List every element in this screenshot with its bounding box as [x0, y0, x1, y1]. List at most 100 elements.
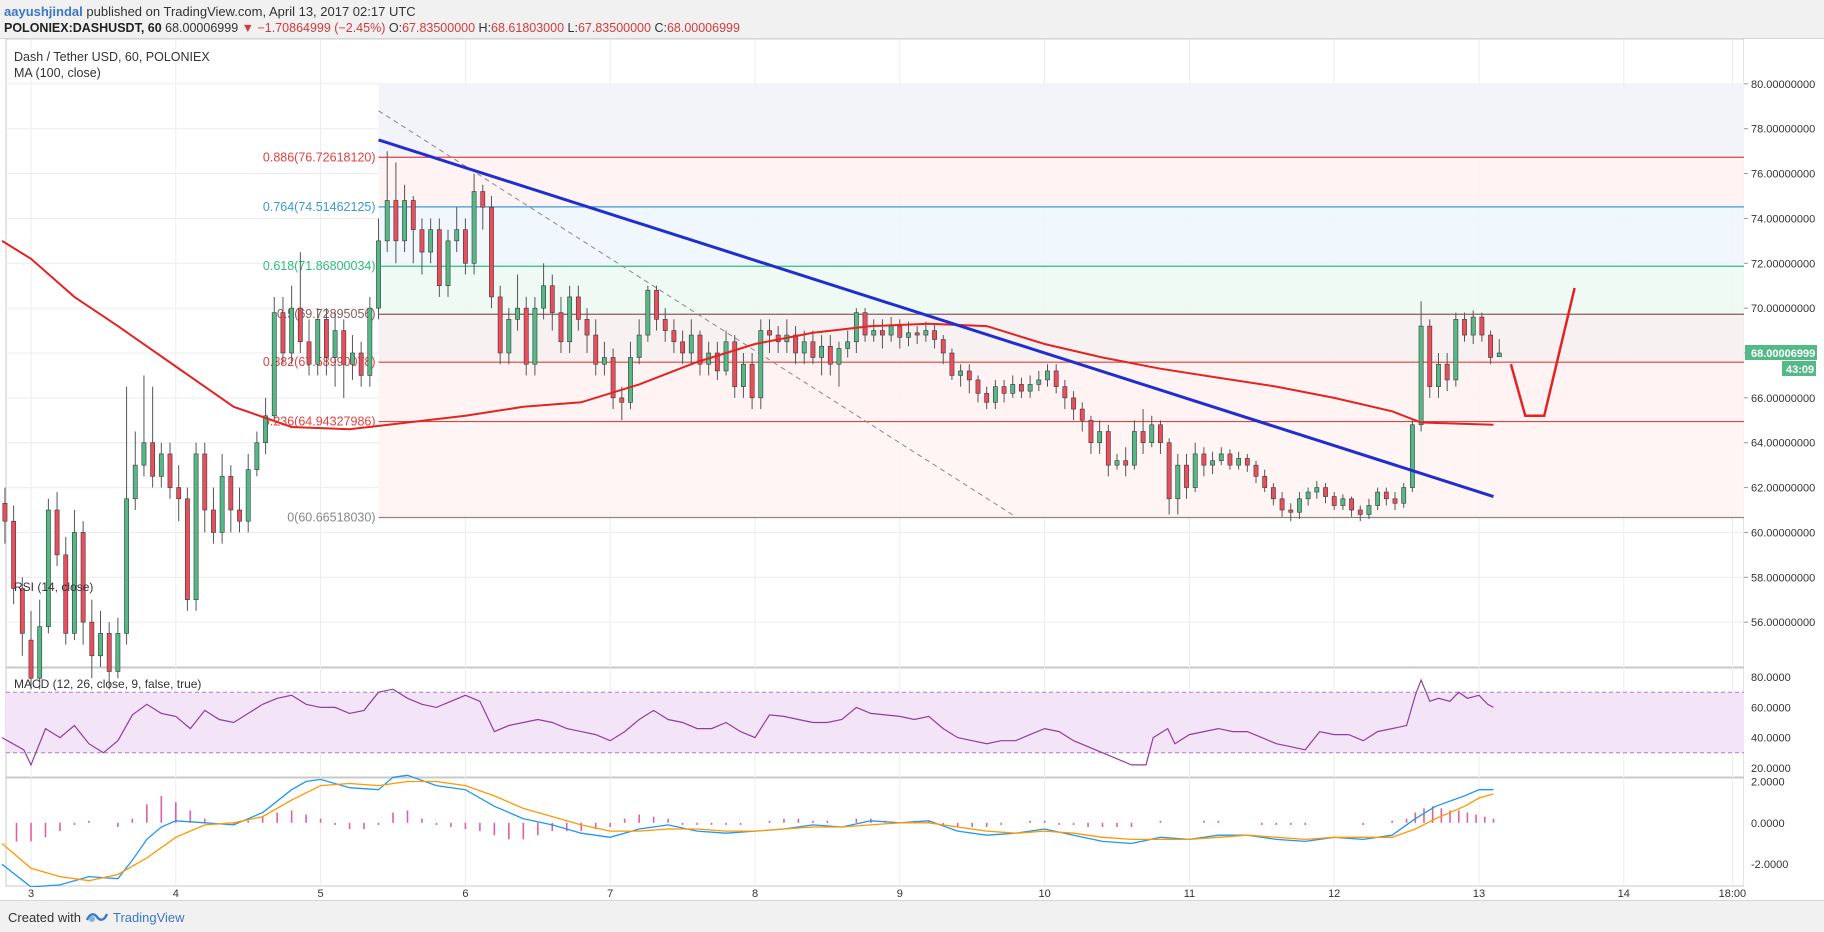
chart-canvas[interactable]: 0.886(76.72618120) 0.764(74.51462125) 0.61… — [0, 39, 1824, 899]
fib-level-label: 0.764(74.51462125) — [263, 200, 376, 214]
candle-body — [1027, 384, 1033, 392]
candle-body — [480, 191, 486, 208]
candle-body — [767, 330, 772, 336]
candle-body — [367, 307, 373, 376]
candle-body — [167, 453, 173, 488]
price-axis-area — [1744, 39, 1824, 886]
candle-body — [89, 621, 95, 657]
candle-body — [523, 307, 529, 365]
candle-body — [193, 453, 199, 601]
author-link[interactable]: aayushjindal — [4, 4, 83, 19]
ohlc-low: 67.83500000 — [577, 21, 651, 35]
candle-body — [445, 240, 451, 287]
candle-body — [1314, 487, 1320, 493]
candle-body — [506, 319, 512, 354]
candle-body — [749, 363, 755, 399]
rsi-tick-label: 20.0000 — [1751, 763, 1791, 775]
candle-body — [958, 370, 964, 376]
candle-body — [992, 386, 998, 403]
candle-body — [732, 341, 738, 387]
candle-body — [636, 334, 642, 358]
fib-level-label: 0.618(71.86800034) — [263, 259, 376, 273]
publish-header: aayushjindal published on TradingView.co… — [0, 0, 1824, 39]
candle-body — [888, 325, 894, 336]
candle-body — [454, 229, 460, 242]
fib-zone — [378, 362, 1744, 422]
ohlc-high: 68.61803000 — [491, 21, 565, 35]
time-tick-label: 18:00 — [1719, 888, 1747, 899]
candle-body — [1001, 386, 1007, 394]
candle-body — [471, 191, 477, 264]
candle-body — [271, 312, 277, 417]
candle-body — [228, 476, 234, 511]
candle-body — [141, 442, 147, 466]
time-tick-label: 10 — [1038, 888, 1050, 899]
candle-body — [37, 626, 43, 679]
candle-body — [1123, 460, 1129, 466]
time-tick-label: 14 — [1618, 888, 1630, 899]
candle-body — [932, 330, 937, 340]
candle-body — [1175, 464, 1181, 500]
candle-body — [680, 341, 685, 354]
candle-body — [150, 442, 156, 477]
candle-body — [628, 357, 633, 403]
candle-body — [1436, 363, 1441, 387]
candle-body — [880, 330, 885, 336]
time-tick-label: 9 — [897, 888, 903, 899]
candle-body — [949, 352, 955, 376]
candle-body — [558, 312, 564, 343]
countdown-badge — [1782, 360, 1816, 376]
price-tick-label: 76.00000000 — [1751, 169, 1815, 181]
candle-body — [914, 332, 920, 336]
candle-body — [845, 341, 851, 349]
candle-body — [115, 633, 121, 672]
candle-body — [1166, 442, 1172, 500]
candle-body — [549, 285, 555, 313]
candle-body — [984, 393, 990, 403]
candle-body — [1218, 453, 1224, 461]
candle-body — [72, 532, 77, 634]
candle-body — [758, 330, 764, 399]
candle-body — [1045, 370, 1050, 381]
price-tick-label: 62.00000000 — [1751, 483, 1815, 495]
candle-body — [1262, 476, 1268, 488]
candle-body — [1323, 487, 1328, 497]
countdown-label: 43:09 — [1786, 364, 1814, 376]
candle-body — [428, 229, 434, 253]
candle-body — [98, 633, 103, 657]
candle-body — [1184, 464, 1189, 488]
macd-tick-label: -2.0000 — [1751, 859, 1788, 871]
candle-body — [1088, 419, 1094, 444]
candle-body — [1079, 408, 1085, 421]
candle-body — [315, 319, 321, 365]
candle-body — [1201, 453, 1207, 466]
ohlc-high-label: H: — [478, 21, 492, 35]
candle-body — [393, 200, 399, 242]
ma-indicator-label: MA (100, close) — [14, 66, 101, 80]
ohlc-close-label: C: — [654, 21, 667, 35]
time-axis-area — [0, 887, 1824, 899]
candle-body — [1010, 384, 1016, 394]
candle-body — [1192, 453, 1198, 488]
candle-body — [45, 509, 51, 627]
candle-body — [1488, 334, 1493, 358]
candle-body — [176, 487, 182, 500]
change-value: ▼ −1.70864999 (−2.45%) — [241, 21, 386, 35]
tradingview-brand-link[interactable]: TradingView — [113, 910, 185, 925]
candle-body — [1496, 352, 1502, 358]
price-tick-label: 60.00000000 — [1751, 527, 1815, 539]
candle-body — [462, 229, 468, 264]
candle-body — [1418, 325, 1424, 426]
candle-body — [1366, 505, 1372, 515]
candle-body — [602, 357, 607, 365]
candle-body — [741, 363, 746, 387]
candle-body — [966, 370, 972, 381]
created-with-text: Created with — [8, 910, 81, 925]
candle-body — [1236, 458, 1242, 466]
candle-body — [723, 341, 729, 372]
candle-body — [1053, 370, 1059, 387]
ohlc-open: 67.83500000 — [402, 21, 476, 35]
fib-zone — [378, 266, 1744, 315]
candle-body — [297, 307, 303, 343]
price-tick-label: 72.00000000 — [1751, 258, 1815, 270]
